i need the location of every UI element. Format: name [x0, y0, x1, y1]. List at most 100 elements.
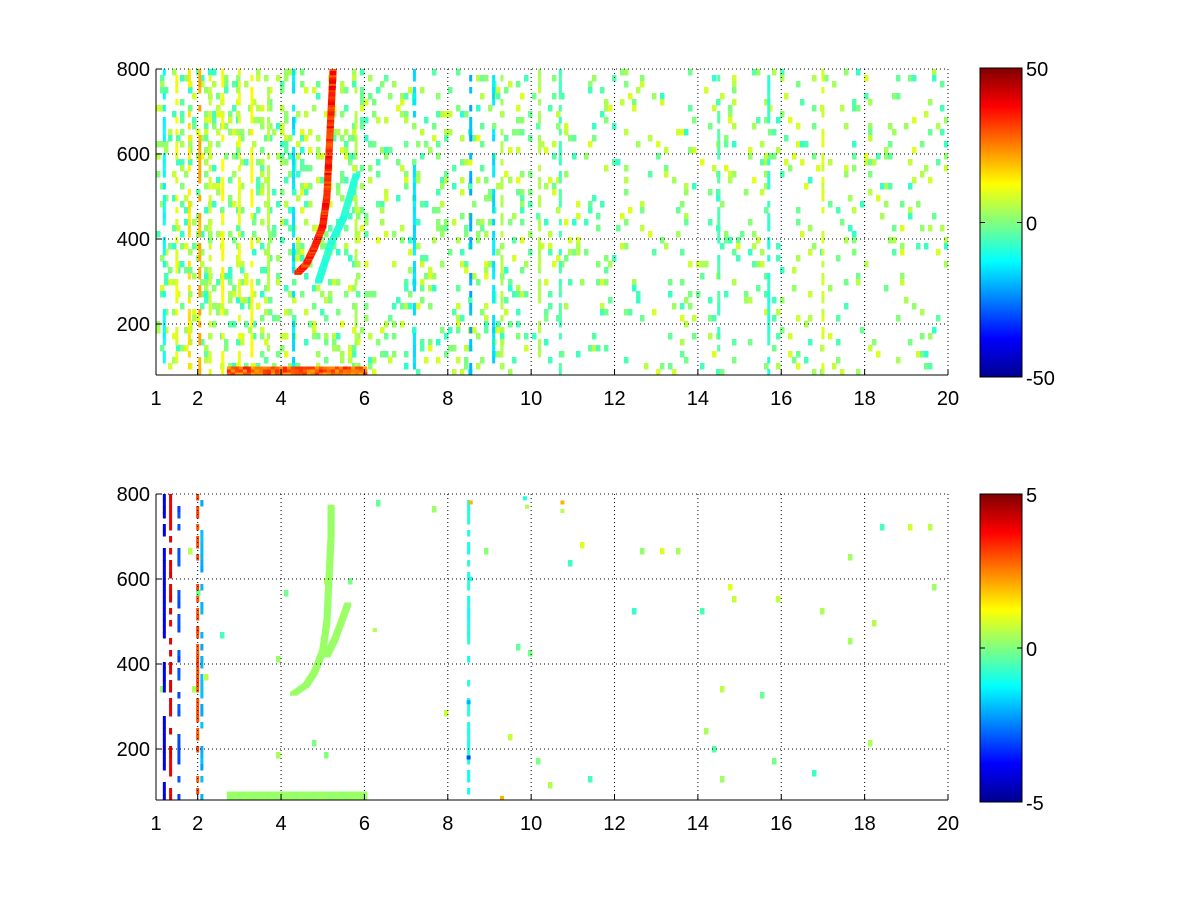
heatmap-cell [700, 159, 705, 166]
heatmap-feature-cell [362, 372, 368, 375]
heatmap-feature-cell [325, 574, 333, 579]
heatmap-feature-cell [246, 369, 252, 373]
heatmap-cell [516, 333, 521, 340]
heatmap-cell [932, 327, 937, 334]
heatmap-cell [212, 69, 217, 76]
y-tick-label: 200 [117, 739, 150, 761]
heatmap-feature-cell [326, 372, 332, 375]
heatmap-feature-cell [314, 372, 320, 375]
heatmap-feature-cell [327, 504, 335, 509]
heatmap-streak-cell [187, 225, 191, 232]
heatmap-cell [284, 201, 289, 208]
heatmap-cell [432, 69, 437, 76]
heatmap-streak-cell [469, 363, 473, 370]
heatmap-streak-cell [412, 93, 416, 100]
heatmap-streak-cell [162, 165, 166, 172]
heatmap-feature-cell [306, 372, 312, 375]
heatmap-feature-cell [326, 555, 334, 560]
heatmap-cell [520, 117, 525, 124]
heatmap-streak-cell [198, 153, 202, 160]
heatmap-cell [408, 87, 413, 94]
heatmap-feature-cell [274, 794, 280, 798]
x-tick-label: 1 [150, 813, 161, 835]
heatmap-feature-cell [328, 98, 336, 103]
heatmap-cell [544, 309, 549, 316]
heatmap-streak-cell [558, 201, 562, 208]
heatmap-cell [752, 231, 757, 238]
heatmap-feature-cell [270, 369, 276, 373]
heatmap-cell [476, 75, 481, 82]
heatmap-cell [252, 249, 257, 256]
heatmap-streak-cell [469, 189, 473, 196]
heatmap-feature-cell [294, 791, 300, 795]
heatmap-streak-cell [162, 249, 166, 256]
heatmap-streak-cell [292, 159, 296, 166]
heatmap-cell [180, 303, 185, 310]
heatmap-cell [184, 207, 189, 214]
heatmap-streak-cell [292, 87, 296, 94]
heatmap-cell [360, 87, 365, 94]
heatmap-cell [484, 231, 489, 238]
heatmap-streak-cell [412, 183, 416, 190]
heatmap-feature-cell [226, 794, 232, 798]
heatmap-cell [800, 231, 805, 238]
heatmap-cell [384, 75, 389, 82]
heatmap-feature-cell [334, 791, 340, 795]
heatmap-streak-cell [169, 512, 173, 519]
heatmap-streak-cell [221, 183, 225, 190]
x-tick-label: 12 [603, 813, 625, 835]
heatmap-cell [324, 243, 329, 250]
heatmap-cell [380, 147, 385, 154]
heatmap-streak-cell [717, 267, 721, 274]
heatmap-cell [500, 243, 505, 250]
heatmap-cell [232, 237, 237, 244]
heatmap-streak-cell [558, 87, 562, 94]
heatmap-cell [784, 135, 789, 142]
heatmap-cell [548, 303, 553, 310]
heatmap-feature-cell [358, 372, 364, 375]
heatmap-cell [788, 117, 793, 124]
heatmap-streak-cell [200, 548, 204, 555]
heatmap-streak-cell [292, 165, 296, 172]
heatmap-cell [528, 249, 533, 256]
heatmap-cell [528, 171, 533, 178]
heatmap-cell [924, 111, 929, 118]
heatmap-streak-cell [492, 333, 496, 340]
heatmap-cell [780, 171, 785, 178]
heatmap-cell [376, 201, 381, 208]
heatmap-streak-cell [177, 620, 181, 627]
heatmap-cell [640, 315, 645, 322]
heatmap-streak-cell [292, 129, 296, 136]
heatmap-streak-cell [175, 279, 179, 286]
heatmap-streak-cell [169, 686, 173, 693]
heatmap-cell [280, 123, 285, 130]
heatmap-streak-cell [412, 309, 416, 316]
heatmap-cell [460, 135, 465, 142]
heatmap-cell [576, 249, 581, 256]
heatmap-streak-cell [267, 135, 271, 142]
heatmap-cell [560, 261, 565, 268]
heatmap-streak-cell [558, 279, 562, 286]
heatmap-streak-cell [237, 183, 241, 190]
heatmap-cell [232, 81, 237, 88]
heatmap-cell [936, 315, 941, 322]
heatmap-cell [440, 225, 445, 232]
heatmap-cell [312, 225, 317, 232]
heatmap-feature-cell [310, 372, 316, 375]
heatmap-feature-cell [329, 75, 337, 80]
heatmap-cell [496, 93, 501, 100]
heatmap-feature-cell [314, 794, 320, 798]
heatmap-cell [344, 129, 349, 136]
heatmap-cell [416, 369, 421, 375]
heatmap-streak-cell [467, 620, 471, 627]
heatmap-streak-cell [175, 75, 179, 82]
heatmap-feature-cell [298, 369, 304, 373]
heatmap-cell [192, 315, 197, 322]
heatmap-cell [340, 147, 345, 154]
heatmap-cell [192, 219, 197, 226]
heatmap-cell [192, 686, 197, 693]
heatmap-streak-cell [175, 87, 179, 94]
heatmap-feature-cell [326, 137, 334, 142]
heatmap-streak-cell [767, 117, 771, 124]
heatmap-streak-cell [558, 141, 562, 148]
